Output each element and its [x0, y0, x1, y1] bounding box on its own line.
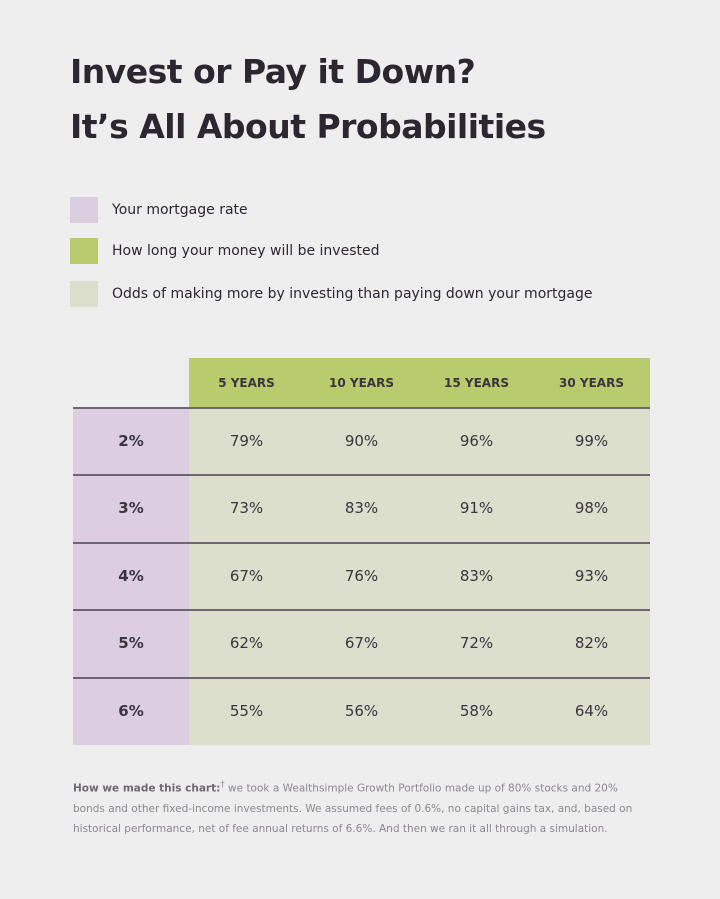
odds-cell: 76% — [344, 566, 379, 585]
odds-cell: 67% — [229, 566, 264, 585]
rate-cell: 5% — [73, 610, 189, 678]
title-line-1: Invest or Pay it Down? — [70, 52, 476, 91]
odds-cell: 79% — [229, 432, 264, 450]
odds-cell: 72% — [459, 634, 494, 653]
odds-cell: 55% — [229, 701, 264, 720]
odds-cell: 83% — [344, 499, 379, 518]
row-divider — [73, 407, 650, 409]
legend-swatch — [70, 238, 98, 264]
row-divider — [73, 676, 650, 679]
column-header: 5 YEARS — [218, 376, 275, 390]
legend-item: How long your money will be invested — [70, 238, 379, 264]
rate-cell: 3% — [73, 475, 189, 543]
title-line-2: It’s All About Probabilities — [70, 107, 546, 146]
odds-cell: 90% — [344, 432, 379, 450]
footnote-mark: † — [220, 780, 225, 790]
odds-cell: 64% — [574, 701, 609, 720]
odds-cell: 93% — [574, 566, 609, 585]
column-header: 30 YEARS — [559, 376, 624, 390]
rate-cell: 4% — [73, 542, 189, 611]
row-divider — [73, 541, 650, 544]
column-header: 10 YEARS — [329, 376, 394, 390]
odds-cell: 91% — [459, 499, 494, 518]
odds-cell: 62% — [229, 634, 264, 653]
odds-cell: 56% — [344, 701, 379, 720]
legend-label: Your mortgage rate — [112, 202, 248, 218]
footnote: How we made this chart:† we took a Wealt… — [73, 775, 653, 839]
footnote-text: we took a Wealthsimple Growth Portfolio … — [73, 782, 633, 835]
row-divider — [73, 474, 650, 477]
footnote-lead: How we made this chart: — [73, 782, 221, 795]
row-divider — [73, 609, 650, 612]
legend-swatch — [70, 197, 98, 223]
rate-cell: 2% — [73, 408, 189, 476]
legend-swatch — [70, 281, 98, 307]
column-header: 15 YEARS — [444, 376, 509, 390]
odds-cell: 83% — [459, 566, 494, 585]
odds-cell: 73% — [229, 499, 264, 518]
legend-item: Odds of making more by investing than pa… — [70, 281, 592, 307]
odds-cell: 58% — [459, 701, 494, 720]
legend-label: Odds of making more by investing than pa… — [112, 286, 593, 302]
odds-cell: 96% — [459, 432, 494, 450]
legend-item: Your mortgage rate — [70, 197, 248, 223]
odds-cell: 82% — [574, 634, 609, 653]
odds-cell: 99% — [574, 432, 609, 450]
odds-cell: 67% — [344, 634, 379, 653]
header-row — [189, 358, 650, 408]
rate-cell: 6% — [73, 677, 189, 745]
odds-cell: 98% — [574, 499, 609, 518]
legend-label: How long your money will be invested — [112, 243, 380, 259]
